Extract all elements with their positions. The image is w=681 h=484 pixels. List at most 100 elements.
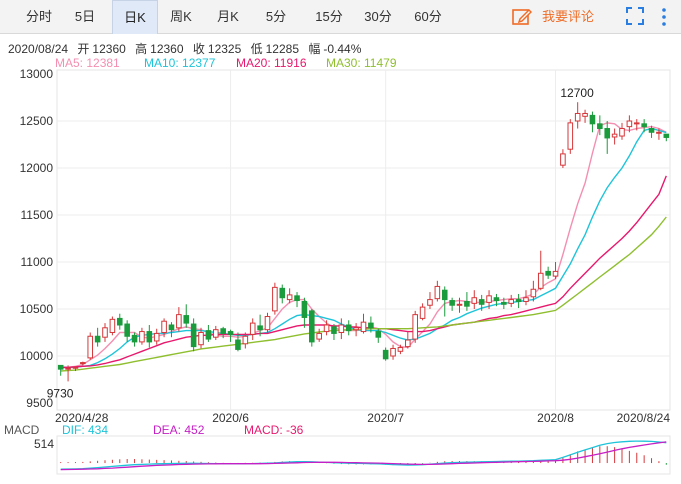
candle-body <box>183 315 190 324</box>
candle-body <box>264 316 271 331</box>
candle-body <box>80 362 86 365</box>
candle-body <box>589 114 596 125</box>
expand-icon[interactable] <box>626 7 644 25</box>
candle-body <box>139 331 145 343</box>
candle-body <box>619 128 625 137</box>
candle-body <box>116 317 123 326</box>
macd-dif-legend: DIF: 434 <box>62 423 109 437</box>
main-plot-frame <box>56 69 671 411</box>
quote-high: 高 12360 <box>135 42 184 56</box>
candle-body <box>523 297 529 302</box>
candle-body <box>663 133 670 138</box>
candle-body <box>478 299 485 305</box>
candle-body <box>323 324 330 333</box>
ma5-legend: MA5: 12381 <box>55 56 120 70</box>
candle-body <box>434 285 441 300</box>
candle-body <box>257 325 263 331</box>
candle-body <box>493 297 500 302</box>
x-tick-label: 2020/8/24 <box>617 411 671 425</box>
candle-body <box>235 339 241 350</box>
candle-body <box>611 133 618 138</box>
macd-dif-line <box>60 440 667 470</box>
macd-dea-legend: DEA: 452 <box>153 423 205 437</box>
candle-body <box>375 331 382 338</box>
x-tick-label: 2020/7 <box>367 411 404 425</box>
candle-body <box>227 331 234 335</box>
tab-4[interactable]: 月K <box>217 9 239 24</box>
candle-body <box>486 295 492 303</box>
candle-body <box>279 287 286 299</box>
candle-body <box>345 324 352 332</box>
tab-7[interactable]: 30分 <box>364 9 392 24</box>
tab-3[interactable]: 周K <box>170 9 192 24</box>
y-tick-label: 10000 <box>20 349 54 363</box>
candle-body <box>360 321 367 333</box>
candle-body <box>427 299 433 306</box>
candle-body <box>353 327 359 331</box>
tab-8[interactable]: 60分 <box>414 9 442 24</box>
candle-body <box>633 122 640 125</box>
macd-value-legend: MACD: -36 <box>244 423 304 437</box>
candle-body <box>604 128 611 139</box>
quote-open: 开 12360 <box>77 42 126 56</box>
tab-2[interactable]: 日K <box>112 0 158 34</box>
candle-body <box>545 270 551 276</box>
edit-icon <box>512 8 532 25</box>
candle-body <box>382 349 389 360</box>
candle-body <box>530 288 537 298</box>
candle-body <box>515 299 522 302</box>
candle-body <box>124 323 130 337</box>
ma20-legend: MA20: 11916 <box>236 56 307 70</box>
candle-body <box>301 300 308 318</box>
candle-body <box>57 364 64 370</box>
candle-body <box>286 294 293 301</box>
tab-0[interactable]: 分时 <box>25 9 52 24</box>
quote-close: 收 12325 <box>192 42 242 56</box>
candle-body <box>161 320 167 334</box>
candle-body <box>560 153 566 166</box>
candle-body <box>109 318 116 333</box>
candle-body <box>552 270 559 277</box>
candle-body <box>648 128 655 133</box>
candle-body <box>176 314 182 329</box>
period-toolbar: 分时 5日 日K 周K 月K 5分 15分 30分 60分 我要评论 <box>0 0 681 34</box>
candle-body <box>272 286 278 312</box>
candle-body <box>582 112 588 117</box>
quote-change: 幅 -0.44% <box>308 42 362 56</box>
y-tick-label: 13000 <box>20 67 54 81</box>
x-tick-label: 2020/4/28 <box>55 411 109 425</box>
quote-summary: 2020/08/24 开 12360 高 12360 收 12325 低 12285 幅… <box>8 40 367 57</box>
candle-body <box>597 123 603 130</box>
y-tick-label: 12000 <box>20 161 54 175</box>
macd-title: MACD <box>4 423 40 437</box>
candle-body <box>368 322 374 329</box>
candle-body <box>419 306 426 319</box>
candle-body <box>205 330 212 340</box>
candle-body <box>146 331 153 343</box>
price-annotation: 12700 <box>560 86 594 100</box>
quote-low: 低 12285 <box>250 42 299 56</box>
macd-axis-label: 514 <box>34 437 55 451</box>
macd-plot-frame <box>56 435 671 475</box>
candle-body <box>65 367 71 370</box>
more-vertical-icon[interactable] <box>660 6 668 28</box>
candle-body <box>168 324 175 331</box>
candle-body <box>153 332 160 342</box>
candle-body <box>449 300 455 306</box>
candle-body <box>309 310 315 343</box>
candle-body <box>641 123 647 128</box>
tab-1[interactable]: 5日 <box>74 9 96 24</box>
candle-body <box>456 303 463 306</box>
candle-body <box>242 335 249 345</box>
price-annotation: 9730 <box>47 386 74 400</box>
candle-body <box>331 326 337 334</box>
y-tick-label: 11000 <box>21 255 54 269</box>
candle-body <box>338 324 345 334</box>
ma30-legend: MA30: 11479 <box>326 56 397 70</box>
tab-6[interactable]: 15分 <box>315 9 343 24</box>
candle-body <box>72 366 79 369</box>
candle-body <box>501 301 507 305</box>
tab-5[interactable]: 5分 <box>265 9 287 24</box>
candle-body <box>220 328 226 334</box>
